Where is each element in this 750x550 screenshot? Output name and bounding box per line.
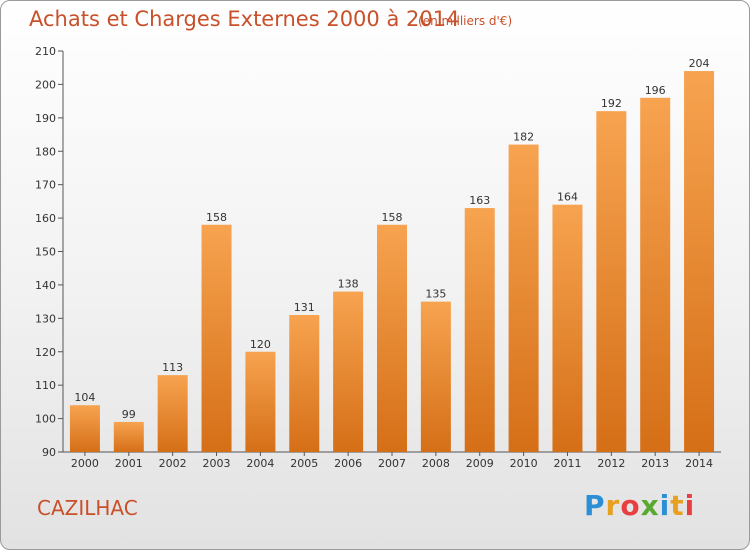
bar-2010 — [508, 144, 539, 453]
chart-subtitle: (en milliers d'€) — [418, 14, 513, 28]
x-tick-label: 2014 — [685, 457, 713, 470]
data-label-2014: 204 — [689, 57, 710, 70]
data-label-2006: 138 — [338, 278, 359, 291]
x-tick-label: 2007 — [378, 457, 406, 470]
y-tick-label: 160 — [35, 212, 56, 225]
bar-2002 — [157, 375, 188, 452]
bar-2001 — [113, 421, 144, 452]
x-tick-label: 2005 — [290, 457, 318, 470]
y-tick-label: 170 — [35, 179, 56, 192]
chart-bars: 104 99 113 158 120 131 138 158 135 163 182 164 192 19… — [69, 57, 715, 453]
data-label-2000: 104 — [74, 391, 95, 404]
data-label-2005: 131 — [294, 301, 315, 314]
y-tick-label: 150 — [35, 246, 56, 259]
data-label-2003: 158 — [206, 211, 227, 224]
bar-2004 — [245, 351, 276, 452]
y-tick-label: 120 — [35, 346, 56, 359]
x-tick-label: 2012 — [597, 457, 625, 470]
bar-2011 — [552, 204, 583, 452]
data-label-2011: 164 — [557, 191, 578, 204]
bar-2008 — [420, 301, 451, 452]
x-tick-label: 2000 — [71, 457, 99, 470]
logo-letter: P — [584, 489, 606, 522]
bar-2013 — [640, 97, 671, 453]
data-label-2010: 182 — [513, 131, 534, 144]
data-label-2002: 113 — [162, 361, 183, 374]
logo-letter: i — [659, 489, 671, 522]
y-tick-label: 200 — [35, 78, 56, 91]
x-tick-label: 2008 — [422, 457, 450, 470]
bar-2006 — [333, 291, 364, 452]
chart-title: Achats et Charges Externes 2000 à 2014 — [29, 7, 460, 31]
y-tick-label: 100 — [35, 413, 56, 426]
data-label-2004: 120 — [250, 338, 271, 351]
bar-2009 — [464, 208, 495, 452]
y-tick-label: 210 — [35, 45, 56, 58]
data-label-2007: 158 — [382, 211, 403, 224]
x-tick-label: 2004 — [246, 457, 274, 470]
x-tick-label: 2003 — [203, 457, 231, 470]
y-tick-label: 190 — [35, 112, 56, 125]
logo-letter: i — [684, 489, 696, 522]
bar-2014 — [684, 71, 715, 453]
logo-letter: o — [620, 489, 641, 522]
location-name: CAZILHAC — [37, 496, 138, 520]
chart-axes: 90 100 110 120 130 140 150 160 170 180 190 200 210 20… — [35, 45, 721, 470]
proxiti-logo[interactable]: Proxiti — [584, 489, 695, 522]
y-tick-label: 140 — [35, 279, 56, 292]
x-tick-label: 2013 — [641, 457, 669, 470]
data-label-2001: 99 — [122, 408, 136, 421]
bar-2012 — [596, 111, 627, 453]
y-tick-label: 110 — [35, 379, 56, 392]
data-label-2013: 196 — [645, 84, 666, 97]
bar-2003 — [201, 224, 232, 452]
data-label-2012: 192 — [601, 97, 622, 110]
y-tick-label: 130 — [35, 312, 56, 325]
y-tick-label: 90 — [42, 446, 56, 459]
x-tick-label: 2001 — [115, 457, 143, 470]
x-tick-label: 2011 — [553, 457, 581, 470]
y-tick-label: 180 — [35, 145, 56, 158]
data-label-2009: 163 — [469, 194, 490, 207]
x-tick-label: 2010 — [510, 457, 538, 470]
x-tick-label: 2009 — [466, 457, 494, 470]
logo-letter: x — [640, 489, 660, 522]
data-label-2008: 135 — [425, 288, 446, 301]
bar-2005 — [289, 314, 320, 452]
x-tick-label: 2006 — [334, 457, 362, 470]
bar-2000 — [69, 405, 100, 452]
bar-2007 — [377, 224, 407, 452]
logo-letter: t — [670, 489, 685, 522]
logo-letter: r — [605, 489, 621, 522]
x-tick-label: 2002 — [159, 457, 187, 470]
